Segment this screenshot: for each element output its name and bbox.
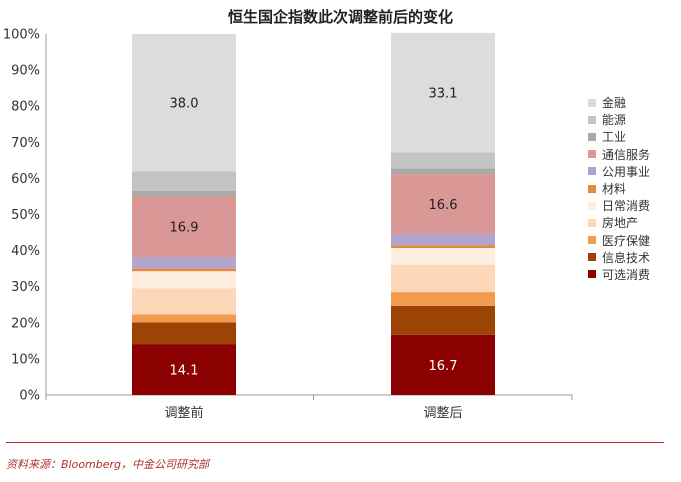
stacked-bar-chart: 0% 10% 20% 30% 40% 50% 60% 70% 80% 90% 100% 14.1 16.… bbox=[3, 28, 573, 421]
bar-segment bbox=[132, 344, 236, 395]
legend-label: 材料 bbox=[602, 182, 627, 197]
bar-segment bbox=[391, 233, 495, 246]
legend-swatch bbox=[588, 253, 596, 262]
bar-segment bbox=[132, 196, 236, 258]
y-tick-label: 40% bbox=[11, 244, 40, 259]
legend-item: 日常消费 bbox=[588, 197, 650, 214]
legend-label: 可选消费 bbox=[602, 267, 651, 282]
y-tick-label: 70% bbox=[11, 136, 40, 151]
legend-item: 信息技术 bbox=[588, 249, 650, 266]
legend-label: 金融 bbox=[602, 96, 627, 111]
legend-swatch bbox=[588, 201, 596, 210]
x-tick-label: 调整后 bbox=[423, 406, 462, 421]
data-label: 16.6 bbox=[429, 198, 458, 213]
legend-item: 金融 bbox=[588, 94, 650, 111]
legend-swatch bbox=[588, 132, 596, 141]
bar-segment bbox=[391, 168, 495, 175]
bar-segment bbox=[132, 171, 236, 191]
legend-swatch bbox=[588, 236, 596, 245]
legend-swatch bbox=[588, 167, 596, 176]
y-tick-label: 20% bbox=[11, 316, 40, 331]
bar-segment bbox=[391, 334, 495, 395]
legend-label: 公用事业 bbox=[602, 164, 651, 179]
y-tick-label: 50% bbox=[11, 208, 40, 223]
bar-segment bbox=[132, 314, 236, 323]
footer-divider bbox=[6, 442, 664, 443]
legend-item: 医疗保健 bbox=[588, 232, 650, 249]
legend-swatch bbox=[588, 270, 596, 279]
legend-item: 通信服务 bbox=[588, 146, 650, 163]
y-tick-label: 90% bbox=[11, 64, 40, 79]
y-tick-label: 60% bbox=[11, 172, 40, 187]
y-tick-label: 30% bbox=[11, 280, 40, 295]
legend-item: 房地产 bbox=[588, 214, 650, 231]
legend-label: 工业 bbox=[602, 130, 627, 145]
bar-segment bbox=[391, 292, 495, 306]
data-label: 33.1 bbox=[429, 87, 458, 102]
legend-item: 公用事业 bbox=[588, 163, 650, 180]
legend-swatch bbox=[588, 218, 596, 227]
bar-segment bbox=[391, 248, 495, 265]
data-label: 38.0 bbox=[170, 97, 199, 112]
legend-label: 日常消费 bbox=[602, 199, 651, 214]
data-label: 16.9 bbox=[170, 221, 199, 236]
y-tick-label: 80% bbox=[11, 100, 40, 115]
bar-segment bbox=[391, 245, 495, 249]
legend-label: 能源 bbox=[602, 113, 627, 128]
bar-segment bbox=[132, 257, 236, 269]
y-tick-label: 100% bbox=[3, 28, 40, 43]
legend-swatch bbox=[588, 184, 596, 193]
legend-item: 材料 bbox=[588, 180, 650, 197]
y-tick-label: 0% bbox=[19, 389, 40, 404]
legend-item: 工业 bbox=[588, 128, 650, 145]
bar-segment bbox=[391, 32, 495, 153]
data-label: 16.7 bbox=[429, 359, 458, 374]
bar-segment bbox=[132, 322, 236, 345]
bar-segment bbox=[391, 152, 495, 169]
legend: 金融能源工业通信服务公用事业材料日常消费房地产医疗保健信息技术可选消费 bbox=[588, 94, 650, 283]
bar-segment bbox=[391, 305, 495, 335]
legend-label: 医疗保健 bbox=[602, 233, 651, 248]
bar-segment bbox=[132, 268, 236, 272]
bar-segment bbox=[391, 264, 495, 293]
source-note: 资料来源：Bloomberg，中金公司研究部 bbox=[6, 458, 210, 471]
legend-item: 可选消费 bbox=[588, 266, 650, 283]
chart-title: 恒生国企指数此次调整前后的变化 bbox=[227, 8, 453, 26]
legend-swatch bbox=[588, 98, 596, 107]
bar-segment bbox=[132, 271, 236, 289]
bar-segment bbox=[391, 174, 495, 234]
legend-swatch bbox=[588, 150, 596, 159]
x-tick-label: 调整前 bbox=[164, 405, 203, 421]
bar-segment bbox=[132, 190, 236, 197]
legend-swatch bbox=[588, 115, 596, 124]
legend-label: 房地产 bbox=[602, 216, 639, 231]
legend-item: 能源 bbox=[588, 111, 650, 128]
legend-label: 通信服务 bbox=[602, 147, 651, 162]
bar-segment bbox=[132, 288, 236, 315]
bar-segment bbox=[132, 34, 236, 172]
y-tick-label: 10% bbox=[11, 352, 40, 367]
legend-label: 信息技术 bbox=[602, 250, 651, 265]
data-label: 14.1 bbox=[170, 364, 199, 379]
